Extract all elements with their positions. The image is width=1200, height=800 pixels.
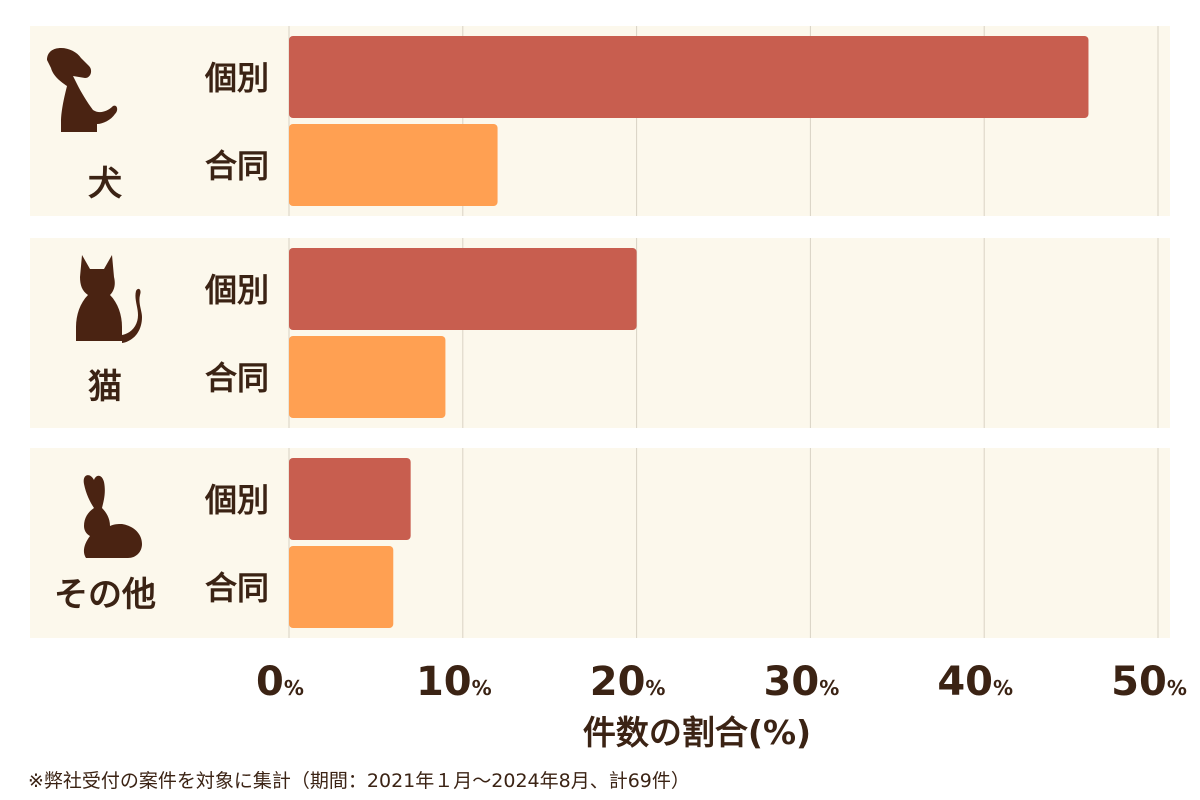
bar [289,458,411,540]
series-label: 個別 [204,271,269,309]
collar-mark [81,79,101,93]
bar [289,124,498,206]
cat-icon [76,255,142,343]
series-label: 個別 [204,481,269,519]
bar [289,36,1089,118]
bar [289,336,446,418]
group-label: 犬 [88,164,122,204]
group-label: 猫 [88,367,122,407]
x-axis-label: 件数の割合(%) [583,713,811,752]
series-label: 合同 [205,359,269,397]
tick-label: 30% [764,659,840,705]
tick-label: 40% [937,659,1013,705]
tick-label: 20% [590,659,666,705]
rabbit-icon [83,475,142,558]
tick-label: 50% [1111,659,1187,705]
footnote: ※弊社受付の案件を対象に集計（期間：2021年１月〜2024年8月、計69件） [28,770,690,792]
dog-icon [47,48,118,132]
series-label: 個別 [204,59,269,97]
bar [289,546,394,628]
tick-label: 0% [256,659,304,705]
group-label: その他 [54,575,156,615]
group-panel [30,448,1170,638]
bar [289,248,637,330]
series-label: 合同 [205,569,269,607]
series-label: 合同 [205,147,269,185]
tick-label: 10% [416,659,492,705]
